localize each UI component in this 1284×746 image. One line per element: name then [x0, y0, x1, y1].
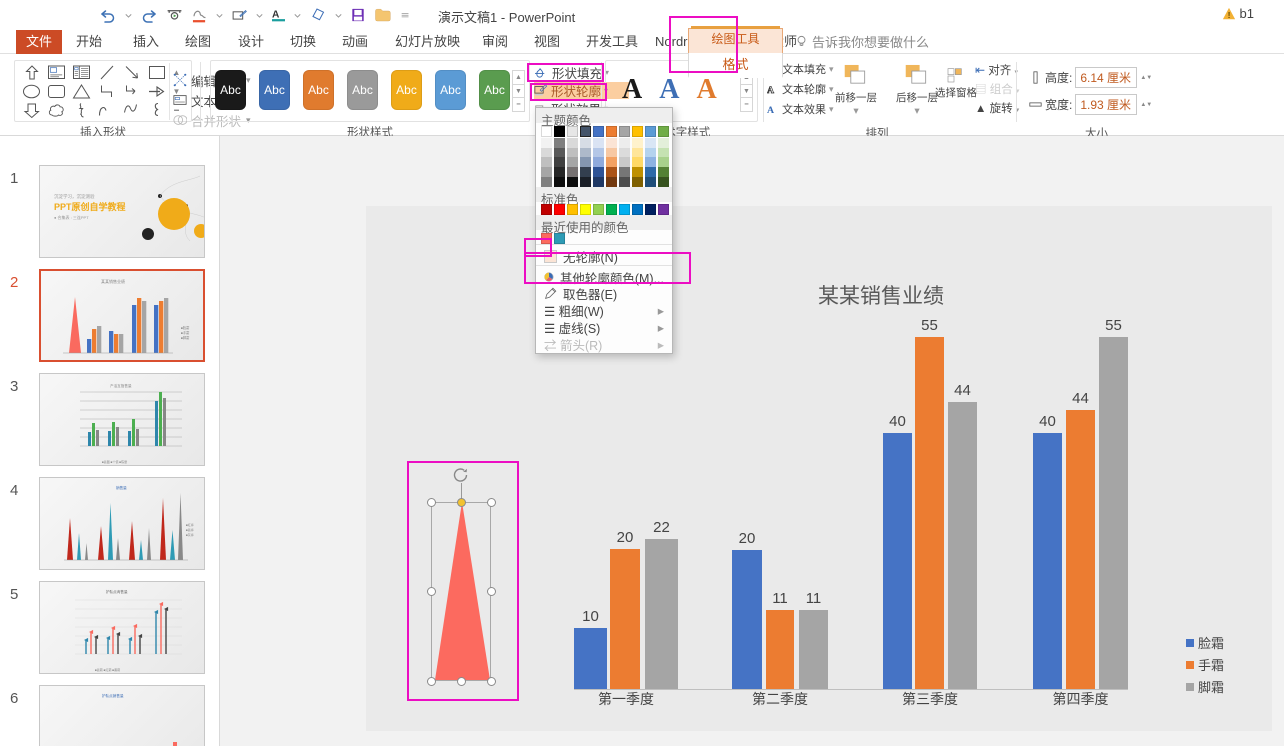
svg-text:A: A	[767, 84, 774, 95]
svg-text:!: !	[1227, 10, 1230, 19]
svg-text:A: A	[767, 104, 774, 115]
svg-text:A: A	[272, 9, 280, 18]
